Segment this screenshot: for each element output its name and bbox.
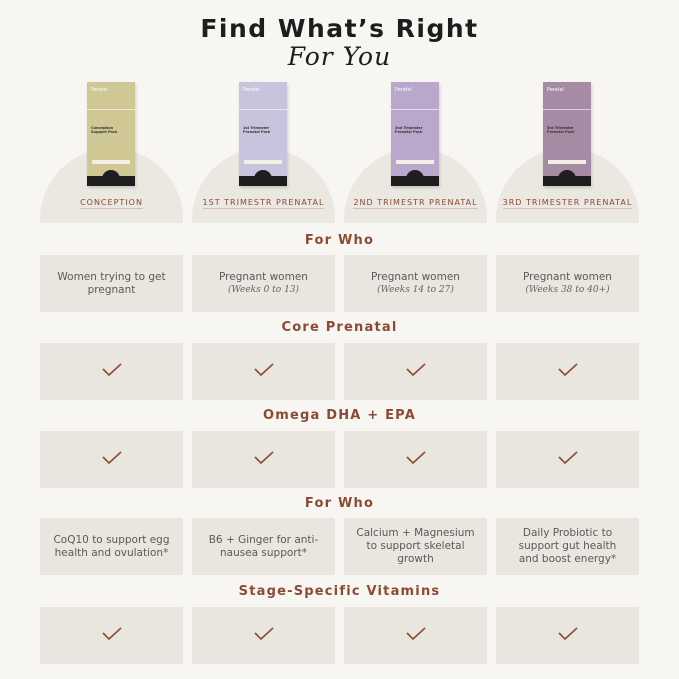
table-cell [344,343,487,400]
box-base-strip [87,176,135,186]
box-base-strip [239,176,287,186]
cell-text: Women trying to get pregnant [57,270,166,296]
brand-logo: Perelel [91,87,108,93]
checkmark-icon [405,626,427,645]
checkmark-icon [405,450,427,469]
cell-text: Pregnant women [219,270,308,283]
box-wave-line [239,109,287,110]
product-box-image: Perelel Conception Support Pack [87,82,135,186]
product-label-text: CONCEPTION [80,198,143,209]
product-box-image: Perelel 3rd Trimester Prenatal Pack [543,82,591,186]
checkmark-icon [557,362,579,381]
table-cell [344,431,487,488]
product-box-image: Perelel 2nd Trimester Prenatal Pack [391,82,439,186]
table-cell: Calcium + Magnesium to support skeletal … [344,518,487,575]
pack-name: 2nd Trimester Prenatal Pack [395,126,423,135]
checkmark-icon [253,362,275,381]
table-cell [496,343,639,400]
box-label-strip [396,160,434,164]
box-dome [406,170,424,180]
product-label-text: 2ND TRIMESTR PRENATAL [353,198,478,209]
checkmark-icon [101,626,123,645]
pack-name: 3rd Trimester Prenatal Pack [547,126,575,135]
product-label: 2ND TRIMESTR PRENATAL [344,198,487,209]
table-cell [40,607,183,664]
cell-subtext: (Weeks 14 to 27) [377,284,454,295]
table-cell [192,343,335,400]
checkmark-icon [253,626,275,645]
table-cell [192,607,335,664]
brand-logo: Perelel [243,87,260,93]
checkmark-icon [253,450,275,469]
box-label-strip [92,160,130,164]
table-cell [496,431,639,488]
section-heading: For Who [304,233,375,248]
box-dome [558,170,576,180]
section-heading: For Who [304,496,375,511]
title-line-1: Find What’s Right [200,14,479,43]
product-label: 1ST TRIMESTR PRENATAL [192,198,335,209]
table-cell: Women trying to get pregnant [40,255,183,312]
cell-subtext: (Weeks 38 to 40+) [525,284,610,295]
table-cell: Pregnant women (Weeks 14 to 27) [344,255,487,312]
product-label-text: 1ST TRIMESTR PRENATAL [202,198,325,209]
box-dome [102,170,120,180]
section-heading: Stage-Specific Vitamins [238,584,441,599]
checkmark-icon [557,626,579,645]
checkmark-icon [405,362,427,381]
table-cell: B6 + Ginger for anti-nausea support* [192,518,335,575]
table-cell: CoQ10 to support egg health and ovulatio… [40,518,183,575]
checkmark-icon [101,362,123,381]
product-label-text: 3RD TRIMESTER PRENATAL [502,198,633,209]
product-label: 3RD TRIMESTER PRENATAL [496,198,639,209]
table-cell [496,607,639,664]
section-heading: Core Prenatal [281,320,398,335]
table-cell [40,343,183,400]
cell-text: Pregnant women [523,270,612,283]
section-heading: Omega DHA + EPA [263,408,416,423]
table-cell: Daily Probiotic to support gut health an… [496,518,639,575]
box-wave-line [87,109,135,110]
table-cell: Pregnant women (Weeks 38 to 40+) [496,255,639,312]
box-base-strip [543,176,591,186]
box-label-strip [244,160,282,164]
cell-text: Calcium + Magnesium to support skeletal … [356,527,475,565]
product-label: CONCEPTION [40,198,183,209]
cell-text: Daily Probiotic to support gut health an… [518,527,617,565]
cell-subtext: (Weeks 0 to 13) [227,284,300,295]
checkmark-icon [557,450,579,469]
table-cell [192,431,335,488]
title-line-2: For You [287,42,392,71]
cell-text: B6 + Ginger for anti-nausea support* [208,533,319,559]
table-cell [344,607,487,664]
checkmark-icon [101,450,123,469]
box-wave-line [391,109,439,110]
brand-logo: Perelel [547,87,564,93]
box-dome [254,170,272,180]
cell-text: Pregnant women [371,270,460,283]
table-cell: Pregnant women (Weeks 0 to 13) [192,255,335,312]
brand-logo: Perelel [395,87,412,93]
table-cell [40,431,183,488]
box-label-strip [548,160,586,164]
pack-name: 1st Trimester Prenatal Pack [243,126,271,135]
cell-text: CoQ10 to support egg health and ovulatio… [53,533,170,559]
box-wave-line [543,109,591,110]
box-base-strip [391,176,439,186]
pack-name: Conception Support Pack [91,126,118,135]
product-box-image: Perelel 1st Trimester Prenatal Pack [239,82,287,186]
